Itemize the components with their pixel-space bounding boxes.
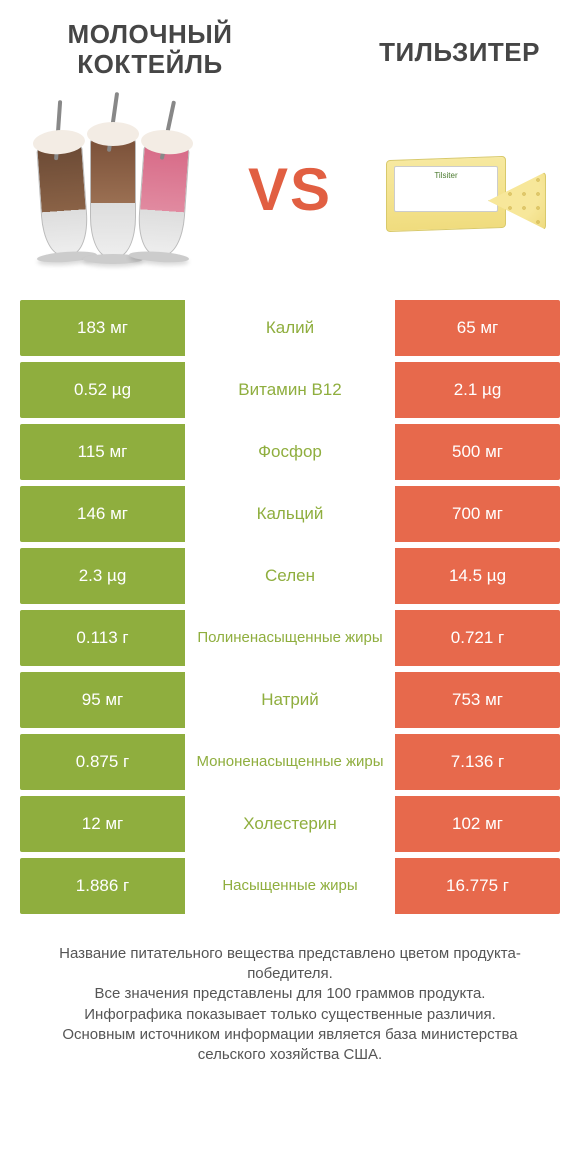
footnote-line: Название питательного вещества представл… (30, 944, 550, 985)
table-row: 0.113 гПолиненасыщенные жиры0.721 г (20, 610, 560, 666)
table-row: 146 мгКальций700 мг (20, 486, 560, 542)
footnote: Название питательного вещества представл… (30, 944, 550, 1066)
nutrient-label: Калий (185, 300, 395, 356)
right-value: 2.1 µg (395, 362, 560, 418)
table-row: 12 мгХолестерин102 мг (20, 796, 560, 852)
nutrient-label: Холестерин (185, 796, 395, 852)
right-value: 0.721 г (395, 610, 560, 666)
right-value: 753 мг (395, 672, 560, 728)
vs-label: VS (248, 155, 332, 224)
right-value: 14.5 µg (395, 548, 560, 604)
header: Молочный коктейль Тильзитер (0, 0, 580, 90)
right-value: 16.775 г (395, 858, 560, 914)
title-left: Молочный коктейль (40, 20, 260, 80)
nutrient-label: Натрий (185, 672, 395, 728)
hero-row: VS Tilsiter (0, 90, 580, 300)
footnote-line: Все значения представлены для 100 граммо… (30, 984, 550, 1004)
left-value: 115 мг (20, 424, 185, 480)
left-value: 0.113 г (20, 610, 185, 666)
table-row: 183 мгКалий65 мг (20, 300, 560, 356)
left-value: 2.3 µg (20, 548, 185, 604)
nutrient-label: Фосфор (185, 424, 395, 480)
nutrient-label: Селен (185, 548, 395, 604)
cheese-image: Tilsiter (380, 110, 550, 270)
right-value: 7.136 г (395, 734, 560, 790)
left-value: 0.52 µg (20, 362, 185, 418)
left-value: 1.886 г (20, 858, 185, 914)
comparison-table: 183 мгКалий65 мг 0.52 µgВитамин B122.1 µg… (20, 300, 560, 914)
right-value: 65 мг (395, 300, 560, 356)
left-value: 12 мг (20, 796, 185, 852)
nutrient-label: Кальций (185, 486, 395, 542)
left-value: 183 мг (20, 300, 185, 356)
cheese-package-label: Tilsiter (394, 166, 498, 212)
nutrient-label: Полиненасыщенные жиры (185, 610, 395, 666)
footnote-line: Инфографика показывает только существенн… (30, 1005, 550, 1025)
title-right: Тильзитер (320, 20, 540, 68)
nutrient-label: Витамин B12 (185, 362, 395, 418)
right-value: 102 мг (395, 796, 560, 852)
right-value: 500 мг (395, 424, 560, 480)
left-value: 0.875 г (20, 734, 185, 790)
milkshake-image (30, 110, 200, 270)
table-row: 115 мгФосфор500 мг (20, 424, 560, 480)
nutrient-label: Мононенасыщенные жиры (185, 734, 395, 790)
table-row: 95 мгНатрий753 мг (20, 672, 560, 728)
table-row: 0.52 µgВитамин B122.1 µg (20, 362, 560, 418)
left-value: 146 мг (20, 486, 185, 542)
table-row: 1.886 гНасыщенные жиры16.775 г (20, 858, 560, 914)
nutrient-label: Насыщенные жиры (185, 858, 395, 914)
footnote-line: Основным источником информации является … (30, 1025, 550, 1066)
right-value: 700 мг (395, 486, 560, 542)
table-row: 0.875 гМононенасыщенные жиры7.136 г (20, 734, 560, 790)
table-row: 2.3 µgСелен14.5 µg (20, 548, 560, 604)
left-value: 95 мг (20, 672, 185, 728)
